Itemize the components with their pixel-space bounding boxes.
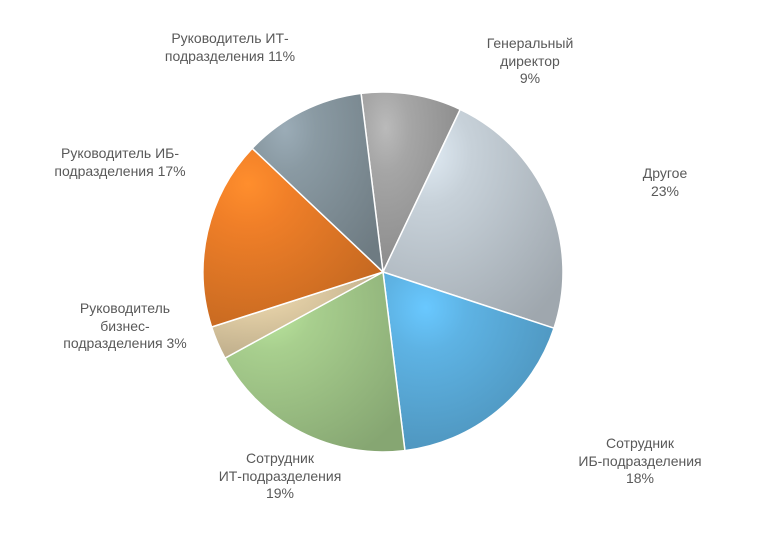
slice-label-emp_it: Сотрудник ИТ-подразделения 19% [185,450,375,503]
slice-label-head_it: Руководитель ИТ- подразделения 11% [135,30,325,65]
slice-label-gen_dir: Генеральный директор 9% [460,35,600,88]
slice-label-head_ib: Руководитель ИБ- подразделения 17% [30,145,210,180]
slice-label-head_biz: Руководитель бизнес- подразделения 3% [40,300,210,353]
slice-label-emp_ib: Сотрудник ИБ-подразделения 18% [545,435,735,488]
pie-chart: Генеральный директор 9% Другое 23% Сотрудн… [0,0,766,544]
slice-label-other: Другое 23% [605,165,725,200]
